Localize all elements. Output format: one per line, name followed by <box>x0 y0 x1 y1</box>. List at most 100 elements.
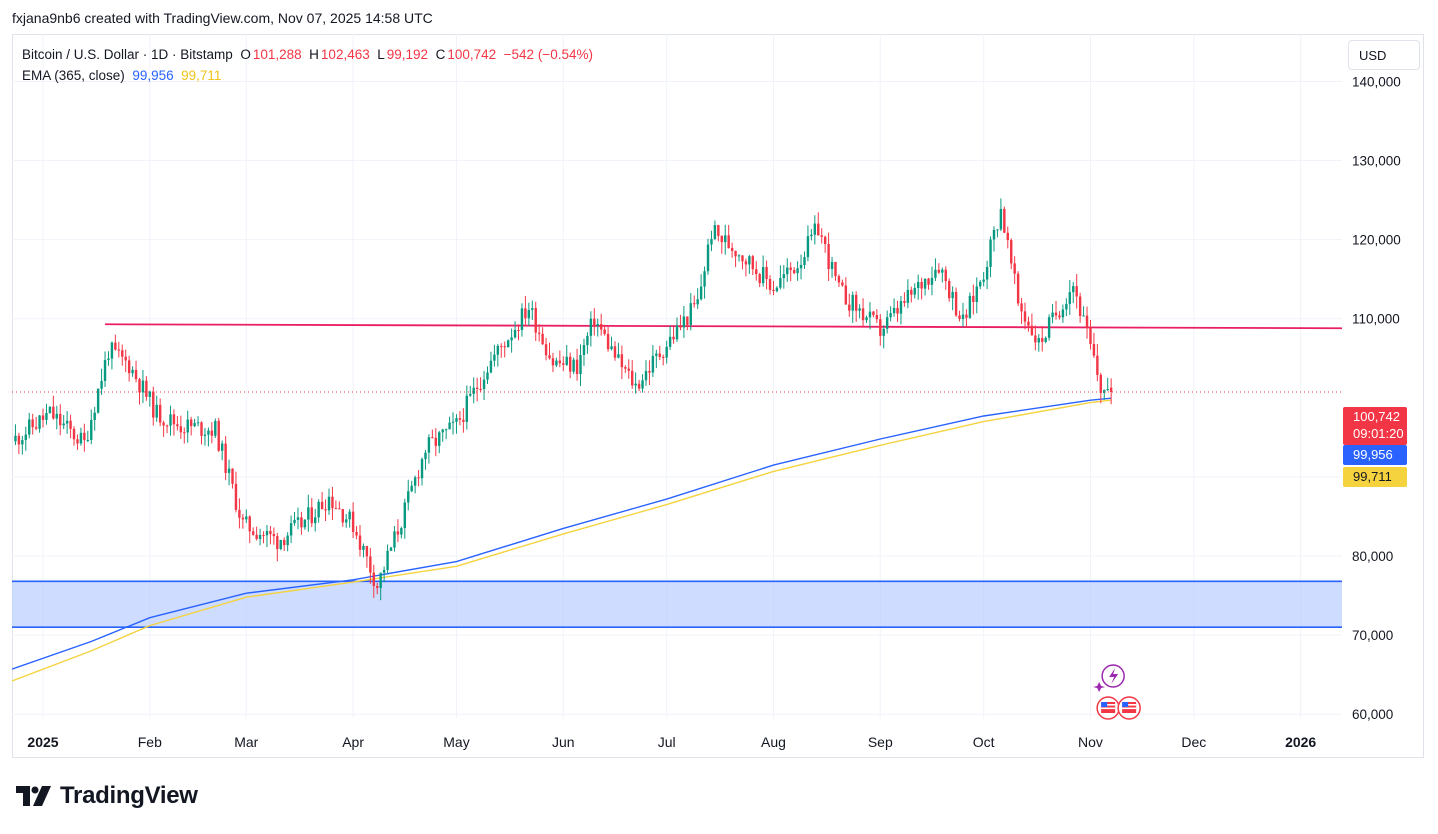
candle-body <box>403 502 407 529</box>
candle-body <box>479 388 482 390</box>
candle-body <box>345 519 348 523</box>
support-zone <box>12 580 1342 629</box>
flag-canton <box>1122 702 1129 707</box>
symbol-title[interactable]: Bitcoin / U.S. Dollar · 1D · Bitstamp <box>22 47 233 62</box>
lightning-event-icon <box>1093 664 1125 692</box>
candle-body <box>910 289 913 295</box>
us-economic-event-icon <box>1117 696 1141 720</box>
candle-body <box>844 285 848 305</box>
price-axis: 60,00070,00080,00090,000110,000120,00013… <box>1352 74 1401 722</box>
candle-body <box>765 267 768 280</box>
candle-body <box>531 308 534 310</box>
candle-body <box>59 413 62 426</box>
candle-body <box>100 380 103 389</box>
candle-body <box>648 370 651 373</box>
candle-body <box>107 358 110 361</box>
brand-name: TradingView <box>60 782 198 809</box>
candle-body <box>234 483 238 510</box>
candle-body <box>127 360 131 374</box>
ema-label[interactable]: EMA (365, close) <box>22 68 125 83</box>
candle-body <box>675 325 679 340</box>
candle-body <box>45 413 48 420</box>
flag-canton <box>1101 702 1108 707</box>
candle-body <box>217 420 220 451</box>
candle-body <box>524 308 527 319</box>
candle-body <box>599 324 603 330</box>
candle-body <box>1106 388 1109 390</box>
candle-body <box>52 406 55 419</box>
candle-body <box>79 432 83 444</box>
currency-button[interactable]: USD <box>1348 40 1420 70</box>
flag-stripe-white <box>1101 707 1116 710</box>
candle-body <box>665 346 668 358</box>
candle-body <box>527 309 531 319</box>
candle-body <box>586 335 589 346</box>
candle-body <box>155 404 158 418</box>
candle-body <box>958 315 961 319</box>
footer-brand[interactable]: TradingView <box>16 782 198 810</box>
x-tick-label: Oct <box>973 734 995 750</box>
candle-body <box>389 547 393 551</box>
candle-body <box>496 345 500 355</box>
candle-body <box>400 528 403 535</box>
ema-value-yellow: 99,711 <box>181 68 222 83</box>
candle-body <box>21 440 24 445</box>
x-tick-label: Sep <box>868 734 893 750</box>
candle-body <box>782 274 786 279</box>
candle-body <box>768 279 772 290</box>
open-label: O <box>240 47 251 62</box>
candle-body <box>920 281 923 289</box>
candle-body <box>255 534 258 539</box>
candle-body <box>792 270 796 274</box>
y-tick-label: 130,000 <box>1352 154 1401 169</box>
candle-body <box>382 570 386 573</box>
bar-countdown: 09:01:20 <box>1353 426 1404 441</box>
candle-body <box>1044 337 1047 342</box>
candle-body <box>706 244 710 272</box>
candle-body <box>892 307 896 314</box>
candle-body <box>72 428 76 440</box>
candle-body <box>686 316 689 325</box>
candle-body <box>841 282 844 286</box>
candle-body <box>1010 240 1013 264</box>
x-tick-label: 2025 <box>27 734 58 750</box>
candle-body <box>775 287 779 292</box>
candle-body <box>803 257 806 265</box>
candle-body <box>114 342 117 350</box>
candle-body <box>1023 311 1027 322</box>
candle-body <box>227 468 231 473</box>
x-tick-label: Jul <box>658 734 676 750</box>
candle-body <box>682 316 686 328</box>
ema-yellow-badge: 99,711 <box>1343 467 1407 487</box>
candle-body <box>975 286 978 302</box>
candle-body <box>348 511 351 520</box>
candle-body <box>314 517 317 524</box>
candle-body <box>207 430 210 435</box>
candle-body <box>510 337 513 341</box>
candle-body <box>310 507 313 524</box>
price-chart[interactable]: 60,00070,00080,00090,000110,000120,00013… <box>12 34 1424 758</box>
time-axis: 2025 Feb Mar Apr May Jun Jul Aug Sep Oct Nov Dec 202… <box>27 734 1316 750</box>
candle-body <box>596 324 599 327</box>
candle-body <box>269 530 272 535</box>
candle-body <box>613 346 617 358</box>
x-tick-label: Dec <box>1181 734 1206 750</box>
candle-body <box>851 294 854 311</box>
candle-body <box>434 437 438 446</box>
candle-body <box>1016 273 1020 304</box>
candle-body <box>868 311 872 318</box>
candle-body <box>889 313 892 318</box>
candle-body <box>820 235 823 237</box>
candle-body <box>693 303 696 305</box>
candle-body <box>823 236 827 245</box>
candle-body <box>606 333 610 350</box>
candle-body <box>506 340 510 348</box>
candle-body <box>861 308 865 321</box>
candle-body <box>799 264 803 269</box>
tradingview-logo-icon <box>16 786 51 806</box>
chart-frame <box>12 34 1424 758</box>
candle-body <box>1013 263 1016 274</box>
candle-body <box>830 261 834 269</box>
candle-body <box>872 311 875 316</box>
candle-body <box>431 437 434 439</box>
